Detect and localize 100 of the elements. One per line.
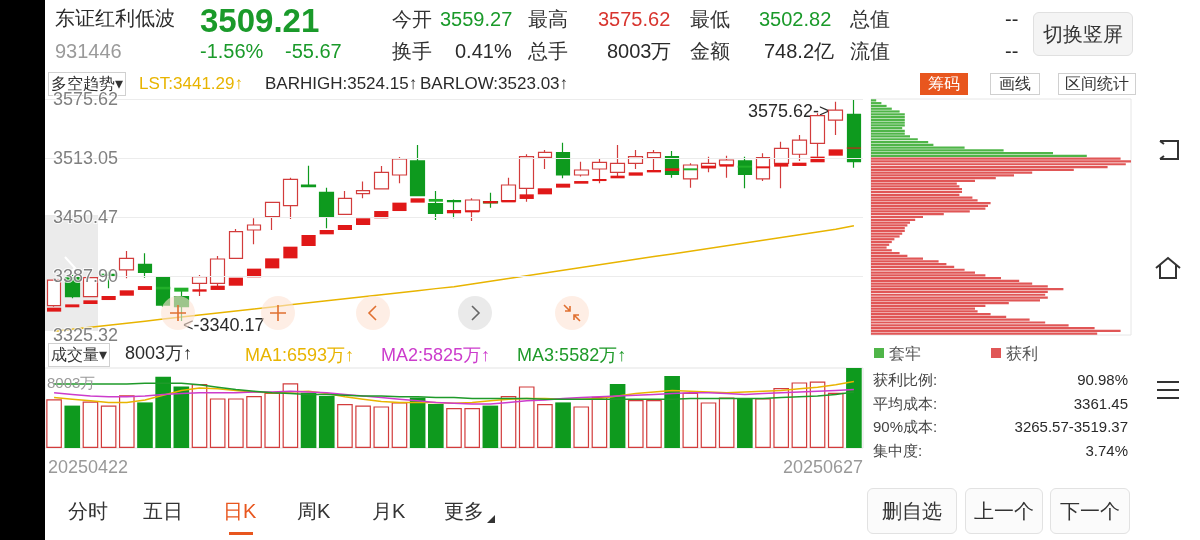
text: 分时 — [68, 500, 108, 522]
text: -- — [1005, 8, 1019, 30]
candlestick — [773, 141, 790, 189]
text: -1.56% — [200, 40, 264, 62]
series-label: MA3:5582万↑ — [517, 345, 627, 365]
bar — [101, 295, 116, 301]
bar — [664, 376, 680, 448]
candlestick — [591, 158, 608, 184]
bar — [871, 296, 1048, 299]
text: BARHIGH:3524.15↑ — [265, 74, 418, 93]
text: 3265.57-3519.37 — [1014, 418, 1128, 435]
text: 周K — [297, 500, 331, 522]
text: 总值 — [850, 8, 890, 30]
bar — [355, 405, 371, 448]
candlestick — [137, 252, 153, 279]
bar — [300, 392, 317, 448]
bar — [871, 127, 903, 130]
bar — [318, 396, 335, 448]
bar — [537, 404, 553, 448]
text: 切换竖屏 — [1033, 12, 1133, 56]
bar — [265, 258, 280, 269]
text: 五日 — [143, 500, 183, 522]
text: 金额 — [690, 40, 730, 62]
text: LST:3441.29↑ — [139, 74, 243, 93]
bar — [246, 396, 262, 448]
candlestick — [409, 144, 426, 197]
bar — [592, 178, 607, 182]
candlestick — [337, 190, 353, 215]
candlestick — [827, 101, 844, 136]
bar — [774, 163, 789, 167]
bar — [47, 307, 62, 312]
bar — [737, 398, 753, 448]
text: 20250627 — [782, 457, 863, 477]
y-tick-label: 3325.32 — [53, 325, 119, 345]
bar — [871, 204, 988, 207]
candlestick — [228, 228, 244, 260]
bar — [537, 188, 552, 195]
candlestick — [500, 177, 517, 203]
bar — [871, 154, 1087, 158]
bar — [828, 149, 843, 156]
bar — [83, 300, 98, 304]
text: 748.2亿 — [764, 40, 835, 62]
bar — [482, 405, 499, 448]
bar — [518, 386, 535, 448]
bar — [464, 408, 480, 448]
candlestick — [282, 177, 299, 220]
bar — [871, 118, 905, 121]
text: 流值 — [850, 40, 890, 62]
text: -- — [1005, 40, 1019, 62]
text: 今开 — [392, 8, 432, 30]
bar — [119, 290, 134, 296]
text: 0.41% — [455, 40, 512, 62]
candlestick — [791, 134, 808, 162]
chart-subtitle: 931446 — [55, 40, 122, 62]
bar — [646, 400, 662, 448]
bar — [871, 207, 986, 210]
text: 日K — [223, 500, 257, 522]
bar — [409, 397, 426, 448]
bar — [282, 383, 299, 448]
bar — [100, 405, 117, 448]
bar — [174, 287, 189, 292]
text: 成交量▾ — [51, 346, 108, 363]
text: 90%成本: — [873, 418, 938, 435]
text: 月K — [372, 500, 406, 522]
bar — [446, 408, 462, 448]
candlestick — [846, 98, 862, 169]
bar — [871, 329, 1121, 332]
text: 换手 — [392, 40, 432, 62]
bar — [871, 202, 991, 205]
bar — [428, 198, 443, 202]
bar — [319, 229, 334, 235]
bar — [337, 224, 353, 230]
legend-label: 套牢 — [889, 344, 921, 362]
bar — [301, 234, 316, 247]
bar — [700, 402, 717, 448]
bar — [283, 246, 298, 259]
bar — [871, 232, 903, 235]
text: 3509.21 — [200, 2, 320, 39]
bar — [627, 400, 644, 448]
text: 3502.82 — [759, 8, 832, 30]
text: 8003万↑ — [125, 343, 193, 363]
candlestick — [537, 149, 553, 170]
candlestick — [209, 255, 226, 289]
candlestick — [518, 153, 535, 203]
bar — [65, 304, 80, 308]
bar — [791, 382, 808, 448]
legend-label: 获利 — [1006, 344, 1038, 362]
bar — [173, 386, 190, 448]
bar — [871, 121, 905, 124]
text: 8003万 — [607, 40, 672, 62]
text: 区间统计 — [1058, 73, 1136, 95]
text: 获利比例: — [873, 371, 938, 388]
text: 集中度: — [873, 441, 923, 459]
bar — [210, 285, 225, 290]
candlestick — [246, 217, 262, 245]
text: 3.74% — [1085, 441, 1128, 459]
text: 3559.27 — [440, 8, 513, 30]
candlestick — [555, 142, 571, 179]
bar — [228, 398, 244, 448]
text: 20250422 — [48, 457, 129, 477]
